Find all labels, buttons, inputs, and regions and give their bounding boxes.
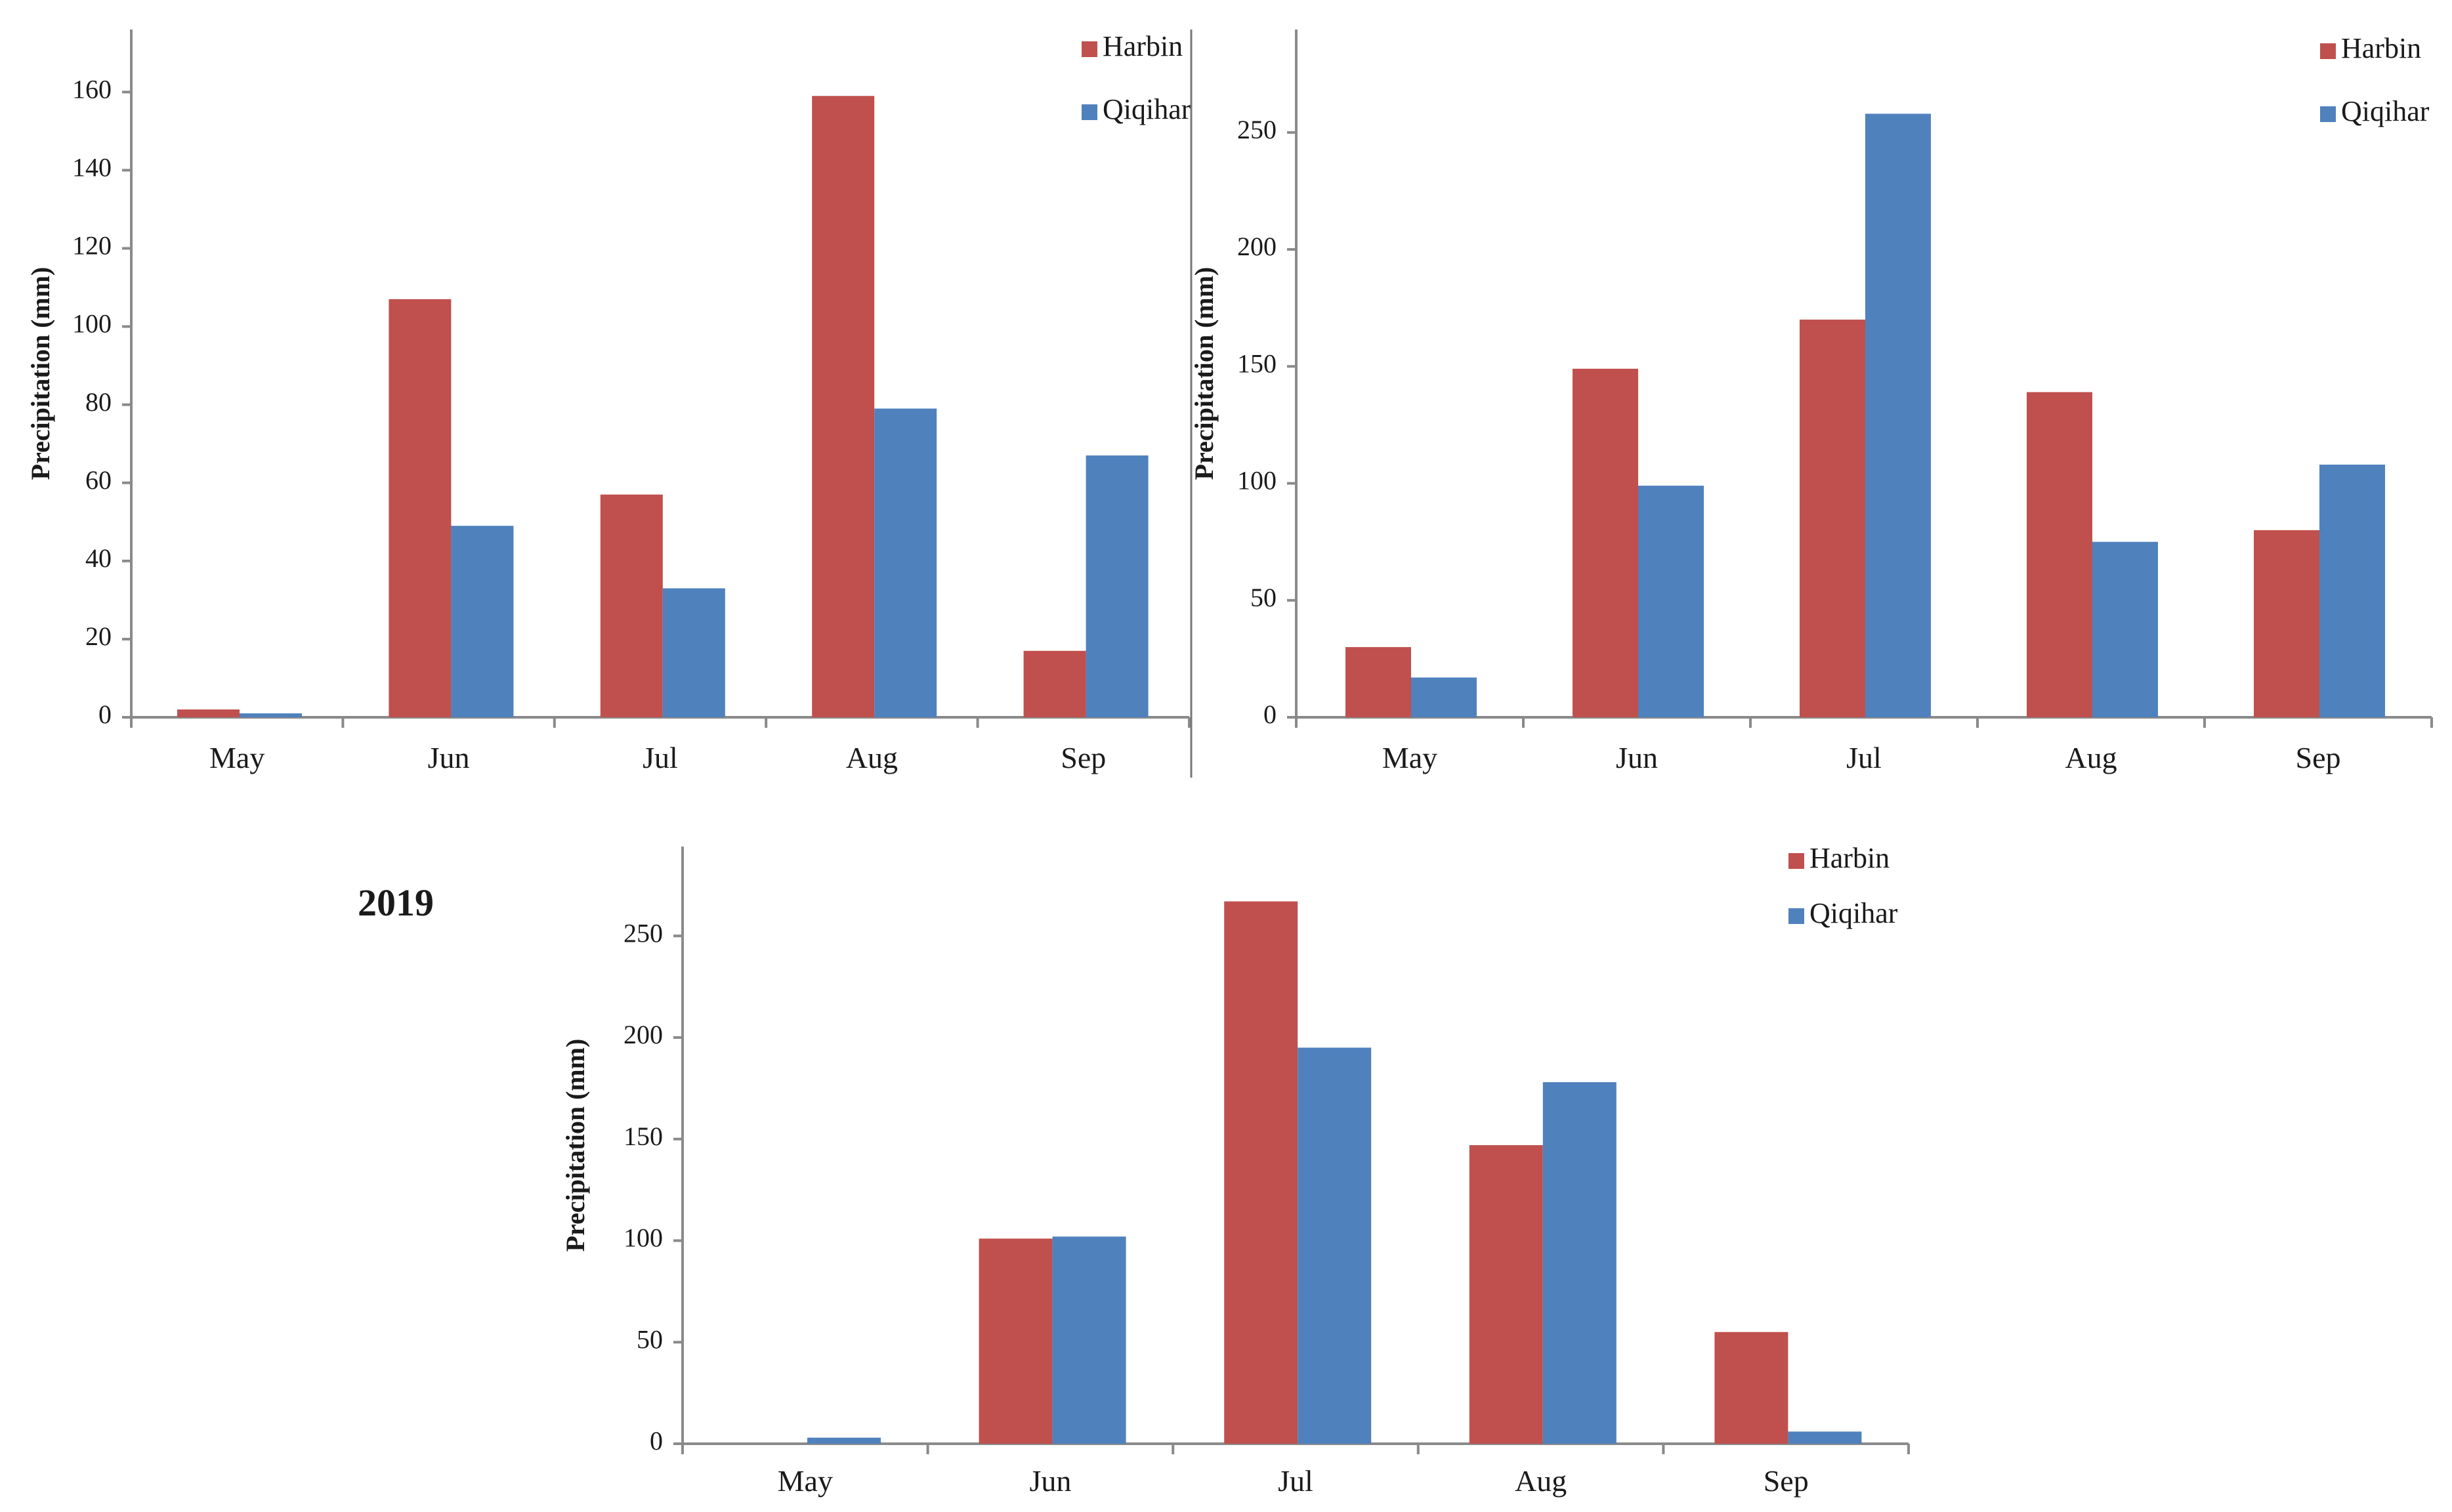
- y-tick-label: 80: [85, 387, 112, 417]
- legend-label-qiqihar: Qiqihar: [1103, 93, 1191, 125]
- legend-swatch-harbin: [1788, 853, 1804, 869]
- bar-qiqihar-jun: [451, 526, 514, 717]
- y-tick-label: 200: [624, 1020, 663, 1049]
- bar-harbin-jul: [1800, 320, 1865, 717]
- y-tick-label: 40: [85, 543, 112, 573]
- bar-qiqihar-jul: [662, 588, 725, 717]
- bar-qiqihar-jul: [1298, 1047, 1372, 1444]
- legend-swatch-qiqihar: [1788, 908, 1804, 924]
- x-tick-label: Jul: [1278, 1464, 1313, 1498]
- bar-harbin-sep: [1023, 650, 1086, 717]
- x-tick-label: Jul: [643, 741, 678, 774]
- bar-qiqihar-may: [240, 713, 302, 717]
- x-tick-label: May: [1382, 741, 1437, 774]
- bar-harbin-aug: [2027, 392, 2092, 717]
- x-tick-label: Sep: [1061, 741, 1106, 774]
- x-tick-label: Jul: [1846, 741, 1882, 774]
- x-tick-label: Sep: [2296, 741, 2341, 774]
- y-tick-label: 60: [85, 465, 112, 495]
- y-tick-label: 150: [624, 1122, 663, 1151]
- x-tick-label: Sep: [1764, 1464, 1809, 1498]
- x-tick-label: Aug: [1515, 1464, 1567, 1498]
- bar-harbin-aug: [1469, 1145, 1543, 1444]
- bar-harbin-may: [1345, 647, 1411, 717]
- bar-qiqihar-aug: [874, 408, 937, 717]
- bar-qiqihar-sep: [1086, 455, 1149, 717]
- x-tick-label: Jun: [1616, 741, 1658, 774]
- bar-harbin-jul: [600, 494, 663, 717]
- legend-swatch-harbin: [2320, 43, 2336, 59]
- bar-qiqihar-may: [1411, 677, 1477, 717]
- y-tick-label: 250: [1237, 115, 1277, 144]
- bar-qiqihar-sep: [1788, 1431, 1862, 1444]
- y-axis-title: Precipitation (mm): [560, 1039, 590, 1252]
- y-tick-label: 50: [1250, 583, 1277, 612]
- y-tick-label: 0: [98, 700, 112, 729]
- x-tick-label: Jun: [428, 741, 470, 774]
- legend-swatch-qiqihar: [1082, 104, 1097, 120]
- y-tick-label: 250: [624, 918, 663, 948]
- x-tick-label: May: [209, 741, 264, 774]
- x-tick-label: May: [778, 1464, 833, 1498]
- bar-qiqihar-sep: [2319, 465, 2385, 717]
- legend-label-harbin: Harbin: [1103, 30, 1183, 62]
- x-tick-label: Aug: [2065, 741, 2117, 774]
- y-tick-label: 140: [72, 153, 112, 182]
- bar-harbin-jun: [979, 1238, 1053, 1444]
- y-tick-label: 50: [637, 1324, 663, 1354]
- y-tick-label: 150: [1237, 348, 1277, 378]
- y-tick-label: 100: [1237, 466, 1277, 495]
- chart-bottom-2019: 0 50 100 150 200 250 May Jun Jul Aug Sep Precipitat…: [358, 842, 1910, 1498]
- bar-qiqihar-jun: [1638, 486, 1704, 717]
- legend-label-qiqihar: Qiqihar: [1809, 897, 1898, 929]
- legend-label-harbin: Harbin: [2341, 32, 2421, 64]
- chart-top-left: 0 20 40 60 80 100 120 140 160 May Jun Jul Aug Sep Prec…: [26, 30, 1191, 774]
- bar-qiqihar-may: [807, 1437, 881, 1444]
- y-axis-title: Precipitation (mm): [1189, 267, 1219, 480]
- bar-harbin-sep: [2254, 530, 2319, 717]
- chart-top-right: 0 50 100 150 200 250 May Jun Jul Aug Sep Precipitat…: [1189, 30, 2433, 774]
- bar-harbin-may: [177, 709, 240, 717]
- legend-label-qiqihar: Qiqihar: [2341, 95, 2430, 127]
- bar-harbin-jul: [1224, 901, 1298, 1444]
- y-tick-label: 20: [85, 621, 112, 651]
- bar-harbin-jun: [1573, 368, 1638, 717]
- x-tick-label: Aug: [846, 741, 898, 774]
- bar-qiqihar-jul: [1865, 114, 1931, 717]
- bar-harbin-aug: [812, 96, 875, 717]
- y-axis-title: Precipitation (mm): [26, 267, 55, 480]
- y-tick-label: 100: [72, 309, 112, 339]
- y-tick-label: 100: [624, 1223, 663, 1253]
- bar-harbin-jun: [389, 299, 452, 717]
- y-tick-label: 120: [72, 231, 112, 261]
- bar-qiqihar-aug: [1542, 1082, 1617, 1444]
- y-tick-label: 160: [72, 74, 112, 104]
- bar-harbin-sep: [1714, 1332, 1788, 1444]
- y-tick-label: 0: [1263, 700, 1277, 729]
- x-tick-label: Jun: [1029, 1464, 1071, 1498]
- bar-qiqihar-jun: [1052, 1236, 1126, 1444]
- legend-label-harbin: Harbin: [1809, 842, 1890, 874]
- chart-year-title: 2019: [358, 881, 434, 924]
- y-tick-label: 0: [650, 1426, 663, 1456]
- y-tick-label: 200: [1237, 232, 1277, 261]
- legend-swatch-harbin: [1082, 41, 1097, 57]
- bar-qiqihar-aug: [2092, 541, 2158, 717]
- legend-swatch-qiqihar: [2320, 106, 2336, 122]
